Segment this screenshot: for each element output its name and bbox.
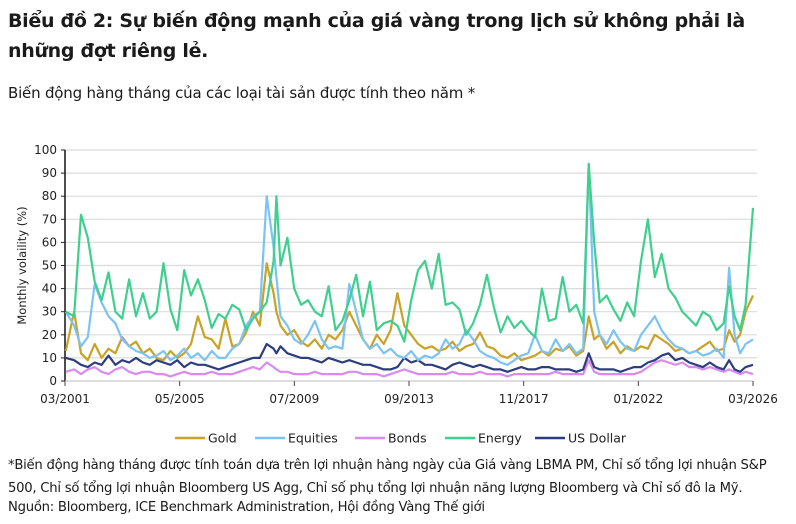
y-tick-label: 80 xyxy=(42,189,57,203)
legend-label: Gold xyxy=(208,431,237,446)
x-tick-label: 05/2005 xyxy=(155,392,205,406)
y-tick-label: 100 xyxy=(34,143,57,157)
y-tick-label: 40 xyxy=(42,282,57,296)
chart-title: Biểu đồ 2: Sự biến động mạnh của giá vàn… xyxy=(8,10,745,62)
x-tick-label: 07/2009 xyxy=(269,392,319,406)
y-tick-label: 50 xyxy=(42,259,57,273)
legend-label: Bonds xyxy=(388,431,427,446)
footnote: *Biến động hàng tháng được tính toán dựa… xyxy=(8,458,767,496)
x-tick-label: 01/2022 xyxy=(613,392,663,406)
x-tick-label: 11/2017 xyxy=(499,392,549,406)
y-tick-label: 60 xyxy=(42,235,57,249)
legend-label: US Dollar xyxy=(568,431,627,446)
series-line-gold xyxy=(64,262,755,362)
legend-item-bonds: Bonds xyxy=(355,431,427,446)
legend-item-energy: Energy xyxy=(445,431,522,446)
chart-canvas: 0 10 20 30 40 50 60 70 80 90 100 03/2001 05/2005 07/2… xyxy=(15,143,778,446)
y-axis-label: Monthly volaility (%) xyxy=(15,206,29,324)
series-line-us-dollar xyxy=(65,342,754,373)
y-tick-label: 90 xyxy=(42,166,57,180)
x-tick-label: 03/2026 xyxy=(728,392,778,406)
source-note: Nguồn: Bloomberg, ICE Benchmark Administ… xyxy=(8,500,485,515)
series-line-equities xyxy=(64,162,754,366)
series-line-energy xyxy=(65,162,755,343)
y-tick-label: 0 xyxy=(49,374,57,388)
legend-item-us-dollar: US Dollar xyxy=(535,431,627,446)
y-tick-label: 70 xyxy=(42,212,57,226)
x-tick-label: 09/2013 xyxy=(384,392,434,406)
legend-label: Energy xyxy=(478,431,522,446)
legend-item-equities: Equities xyxy=(255,431,338,446)
y-tick-label: 30 xyxy=(42,305,57,319)
series-line-bonds xyxy=(65,359,754,378)
line-chart: 0 10 20 30 40 50 60 70 80 90 100 03/2001 05/2005 07/2… xyxy=(0,140,796,450)
x-tick-label: 03/2001 xyxy=(40,392,90,406)
legend-label: Equities xyxy=(288,431,338,446)
y-tick-label: 10 xyxy=(42,351,57,365)
chart-subtitle: Biến động hàng tháng của các loại tài sả… xyxy=(8,84,476,102)
legend-item-gold: Gold xyxy=(175,431,237,446)
y-tick-label: 20 xyxy=(42,328,57,342)
